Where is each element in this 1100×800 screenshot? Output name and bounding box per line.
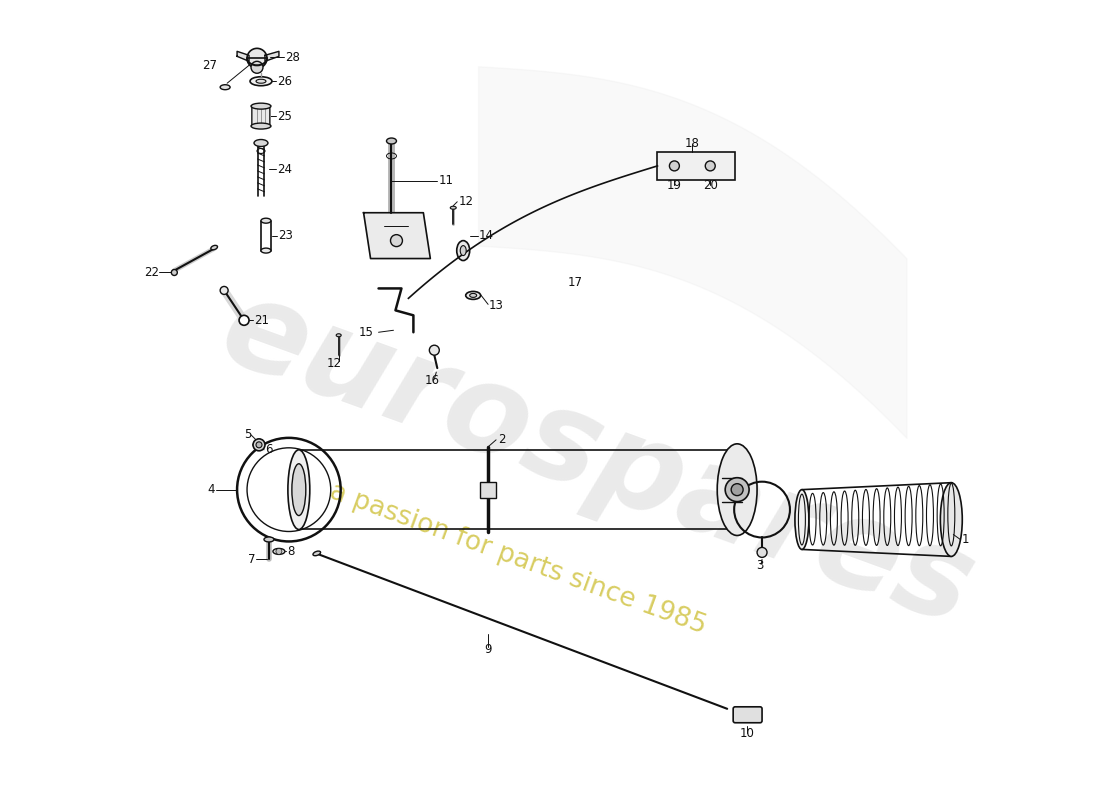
Text: 6: 6 — [265, 443, 273, 456]
Circle shape — [172, 270, 177, 275]
Circle shape — [390, 234, 403, 246]
Ellipse shape — [725, 478, 749, 502]
Ellipse shape — [220, 85, 230, 90]
Ellipse shape — [251, 123, 271, 129]
Ellipse shape — [211, 246, 218, 250]
Ellipse shape — [795, 490, 808, 550]
Ellipse shape — [292, 464, 306, 515]
Text: 5: 5 — [244, 428, 251, 442]
Text: 10: 10 — [739, 727, 755, 740]
Ellipse shape — [717, 444, 757, 535]
Text: 23: 23 — [278, 229, 293, 242]
Circle shape — [253, 439, 265, 451]
Text: 1: 1 — [961, 533, 969, 546]
Ellipse shape — [456, 241, 470, 261]
Circle shape — [239, 315, 249, 326]
Ellipse shape — [250, 77, 272, 86]
Circle shape — [256, 442, 262, 448]
Circle shape — [429, 346, 439, 355]
Text: eurospares: eurospares — [206, 268, 990, 652]
Polygon shape — [238, 51, 249, 62]
Text: 8: 8 — [287, 545, 295, 558]
Text: 14: 14 — [480, 229, 494, 242]
Ellipse shape — [386, 138, 396, 144]
Ellipse shape — [337, 334, 341, 337]
Polygon shape — [265, 51, 279, 62]
Text: 26: 26 — [277, 74, 292, 88]
Ellipse shape — [465, 291, 481, 299]
Text: 22: 22 — [144, 266, 159, 279]
Ellipse shape — [732, 484, 744, 496]
Ellipse shape — [273, 549, 285, 554]
Text: 20: 20 — [703, 179, 717, 192]
Circle shape — [757, 547, 767, 558]
Ellipse shape — [460, 246, 466, 255]
Text: 3: 3 — [757, 559, 763, 572]
Text: 21: 21 — [254, 314, 270, 327]
Circle shape — [220, 286, 228, 294]
Bar — [480, 482, 496, 498]
Circle shape — [251, 62, 263, 74]
Text: 16: 16 — [425, 374, 440, 386]
Text: 15: 15 — [359, 326, 374, 338]
Text: 7: 7 — [248, 553, 255, 566]
Text: 9: 9 — [484, 642, 492, 655]
Ellipse shape — [288, 450, 310, 530]
Text: 27: 27 — [202, 58, 217, 72]
Ellipse shape — [314, 551, 320, 556]
Ellipse shape — [261, 248, 271, 253]
Text: 18: 18 — [685, 138, 700, 150]
FancyBboxPatch shape — [734, 707, 762, 722]
Ellipse shape — [450, 206, 456, 210]
Text: 24: 24 — [277, 163, 292, 176]
Text: a passion for parts since 1985: a passion for parts since 1985 — [326, 479, 710, 640]
Text: 4: 4 — [208, 483, 216, 496]
Circle shape — [248, 48, 267, 68]
Circle shape — [276, 549, 282, 554]
Text: 13: 13 — [490, 299, 504, 312]
Bar — [252, 106, 270, 126]
Text: 25: 25 — [277, 110, 292, 122]
Circle shape — [670, 161, 680, 171]
Text: 12: 12 — [327, 357, 341, 370]
Circle shape — [705, 161, 715, 171]
Ellipse shape — [261, 218, 271, 223]
Ellipse shape — [254, 139, 268, 146]
Text: 2: 2 — [498, 434, 506, 446]
Ellipse shape — [256, 79, 266, 83]
Ellipse shape — [470, 294, 476, 298]
Text: 19: 19 — [667, 179, 682, 192]
Text: 12: 12 — [459, 195, 473, 208]
Ellipse shape — [264, 537, 274, 542]
Ellipse shape — [940, 482, 962, 556]
Text: 11: 11 — [438, 174, 453, 187]
Bar — [658, 152, 735, 180]
Polygon shape — [364, 213, 430, 258]
Text: 28: 28 — [285, 51, 300, 64]
Ellipse shape — [251, 103, 271, 109]
Text: 17: 17 — [568, 276, 583, 289]
